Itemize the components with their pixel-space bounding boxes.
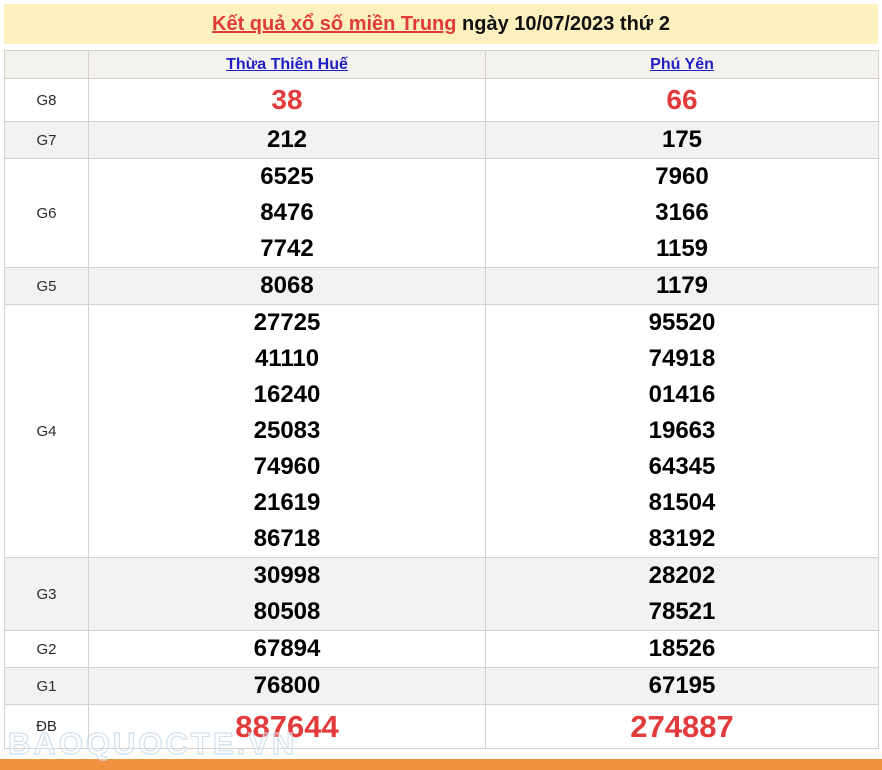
prize-value: 7742 <box>260 235 314 262</box>
prize-value: 21619 <box>253 489 321 516</box>
prize-value: 6525 <box>260 163 314 190</box>
table-row: G4 27725 41110 16240 25083 74960 21619 86718 955… <box>4 304 879 558</box>
prize-values-hue: 212 <box>88 121 486 159</box>
prize-value: 887644 <box>235 709 339 744</box>
table-row: G6 6525 8476 7742 7960 3166 1159 <box>4 158 879 268</box>
prize-values-hue: 67894 <box>88 630 486 668</box>
prize-value: 67894 <box>253 635 321 662</box>
prize-value: 27725 <box>253 309 321 336</box>
table-row: ĐB 887644 274887 <box>4 704 879 749</box>
prize-value: 83192 <box>648 525 716 552</box>
prize-value: 175 <box>661 126 703 153</box>
prize-value: 81504 <box>648 489 716 516</box>
prize-values-phu-yen: 175 <box>485 121 879 159</box>
prize-value: 66 <box>666 84 698 115</box>
prize-label: G3 <box>4 557 89 631</box>
prize-value: 1159 <box>655 235 709 262</box>
prize-values-phu-yen: 1179 <box>485 267 879 305</box>
prize-values-phu-yen: 95520 74918 01416 19663 64345 81504 83192 <box>485 304 879 558</box>
footer-accent-bar <box>0 759 882 770</box>
prize-values-phu-yen: 274887 <box>485 704 879 749</box>
prize-values-hue: 887644 <box>88 704 486 749</box>
prize-values-phu-yen: 67195 <box>485 667 879 705</box>
prize-value: 38 <box>271 84 303 115</box>
prize-value: 274887 <box>630 709 734 744</box>
prize-value: 8476 <box>260 199 314 226</box>
results-table-body: G8 38 66 G7 212 175 G6 6525 8476 7742 7960 3166 1159… <box>4 78 879 749</box>
prize-values-hue: 30998 80508 <box>88 557 486 631</box>
province-link-phu-yen[interactable]: Phú Yên <box>650 55 714 73</box>
prize-value: 8068 <box>260 272 314 299</box>
lottery-results-table: Thừa Thiên Huế Phú Yên G8 38 66 G7 212 175 G6 6… <box>4 50 879 749</box>
prize-label: ĐB <box>4 704 89 749</box>
prize-values-phu-yen: 7960 3166 1159 <box>485 158 879 268</box>
prize-value: 80508 <box>253 598 321 625</box>
prize-value: 41110 <box>254 345 320 372</box>
prize-value: 7960 <box>655 163 709 190</box>
prize-value: 19663 <box>648 417 716 444</box>
prize-value: 74918 <box>648 345 716 372</box>
prize-value: 76800 <box>253 672 321 699</box>
prize-label: G2 <box>4 630 89 668</box>
table-row: G1 76800 67195 <box>4 667 879 705</box>
prize-values-hue: 6525 8476 7742 <box>88 158 486 268</box>
prize-values-hue: 38 <box>88 78 486 122</box>
prize-value: 25083 <box>253 417 321 444</box>
prize-label: G8 <box>4 78 89 122</box>
prize-value: 3166 <box>655 199 709 226</box>
corner-header-cell <box>4 50 89 79</box>
prize-label: G4 <box>4 304 89 558</box>
prize-value: 64345 <box>648 453 716 480</box>
title-link[interactable]: Kết quả xổ số miền Trung <box>212 12 457 35</box>
prize-label: G5 <box>4 267 89 305</box>
prize-value: 95520 <box>648 309 716 336</box>
prize-label: G6 <box>4 158 89 268</box>
prize-values-phu-yen: 66 <box>485 78 879 122</box>
prize-values-phu-yen: 18526 <box>485 630 879 668</box>
prize-label: G7 <box>4 121 89 159</box>
prize-value: 18526 <box>648 635 716 662</box>
province-link-thua-thien-hue[interactable]: Thừa Thiên Huế <box>226 55 348 73</box>
title-date: ngày 10/07/2023 thứ 2 <box>456 12 670 35</box>
header-row: Thừa Thiên Huế Phú Yên <box>4 50 879 79</box>
prize-values-hue: 8068 <box>88 267 486 305</box>
table-row: G2 67894 18526 <box>4 630 879 668</box>
prize-value: 30998 <box>253 562 321 589</box>
prize-value: 86718 <box>253 525 321 552</box>
prize-value: 67195 <box>648 672 716 699</box>
prize-value: 28202 <box>648 562 716 589</box>
prize-values-hue: 27725 41110 16240 25083 74960 21619 86718 <box>88 304 486 558</box>
title-banner: Kết quả xổ số miền Trung ngày 10/07/2023… <box>4 4 878 44</box>
prize-value: 1179 <box>655 272 709 299</box>
table-row: G8 38 66 <box>4 78 879 122</box>
table-row: G7 212 175 <box>4 121 879 159</box>
table-row: G5 8068 1179 <box>4 267 879 305</box>
prize-values-phu-yen: 28202 78521 <box>485 557 879 631</box>
prize-value: 01416 <box>648 381 716 408</box>
column-header-phu-yen: Phú Yên <box>485 50 879 79</box>
prize-value: 212 <box>266 126 308 153</box>
prize-value: 74960 <box>253 453 321 480</box>
prize-label: G1 <box>4 667 89 705</box>
column-header-hue: Thừa Thiên Huế <box>88 50 486 79</box>
prize-value: 78521 <box>648 598 716 625</box>
table-row: G3 30998 80508 28202 78521 <box>4 557 879 631</box>
prize-values-hue: 76800 <box>88 667 486 705</box>
prize-value: 16240 <box>253 381 321 408</box>
